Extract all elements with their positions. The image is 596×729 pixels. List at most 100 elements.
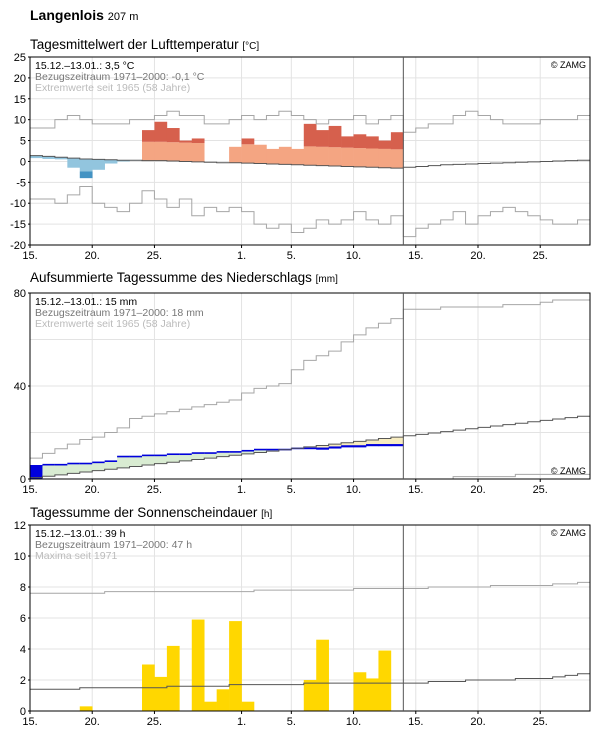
temp-bar-above: [278, 146, 292, 165]
temp-bar-above-extreme: [154, 121, 168, 142]
temp-xtick-label: 25.: [533, 250, 548, 262]
sun-bar: [216, 689, 230, 711]
sun-ytick-label: 2: [20, 675, 26, 687]
sun-ytick-label: 10: [14, 551, 26, 563]
temp-legend-2: Extremwerte seit 1965 (58 Jahre): [35, 82, 190, 94]
sun-bar: [229, 621, 242, 711]
precip-surplus-light-bar: [129, 455, 143, 467]
temp-bar-above: [179, 142, 193, 162]
sun-xtick-label: 5.: [287, 716, 296, 728]
temperature-panel-title: Tagesmittelwert der Lufttemperatur [°C]: [30, 37, 259, 52]
sun-bar: [191, 619, 205, 711]
sun-ytick-label: 6: [20, 613, 26, 625]
precip-observed-step: [366, 444, 379, 446]
sun-bar: [79, 706, 93, 711]
temp-bar-below: [54, 157, 68, 160]
precip-reference-line: [30, 415, 590, 479]
precip-observed-step: [142, 454, 155, 457]
precip-ytick-label: 40: [14, 381, 26, 393]
temp-legend-0: 15.12.–13.01.: 3,5 °C: [35, 60, 135, 72]
precip-observed-step: [353, 445, 367, 447]
precip-xtick-label: 15.: [408, 484, 423, 496]
temperature-title: Tagesmittelwert der Lufttemperatur: [30, 37, 239, 52]
precip-deficit-light-bar: [378, 438, 392, 445]
precip-deficit-light-bar: [353, 441, 367, 446]
precip-extreme-max-line: [30, 299, 590, 459]
station-name: Langenlois: [30, 7, 104, 23]
precip-surplus-light-bar: [117, 455, 130, 468]
precip-observed-step: [92, 461, 105, 464]
station-header: Langenlois 207 m: [30, 7, 138, 23]
temp-bar-above: [166, 142, 180, 162]
precip-surplus-light-bar: [229, 451, 242, 456]
precip-xtick-label: 15.: [22, 484, 37, 496]
temp-bar-below: [79, 158, 93, 172]
temp-bar-above: [328, 147, 342, 167]
precip-xtick-label: 10.: [346, 484, 361, 496]
precip-legend-2: Extremwerte seit 1965 (58 Jahre): [35, 318, 190, 330]
temp-bar-above: [154, 141, 168, 161]
precip-surplus-light-bar: [204, 452, 217, 459]
temp-bar-below: [42, 156, 56, 159]
station-altitude: 207 m: [107, 11, 139, 23]
temp-bar-above-extreme: [390, 132, 404, 150]
precip-observed-step: [154, 454, 168, 457]
precip-surplus-light-bar: [92, 461, 105, 471]
precip-surplus-light-bar: [104, 460, 118, 470]
precip-surplus-light-bar: [254, 448, 267, 453]
sun-legend-2: Maxima seit 1971: [35, 550, 117, 562]
temp-bar-above-extreme: [378, 140, 392, 149]
precipitation-panel-title: Aufsummierte Tagessumme des Niederschlag…: [30, 270, 338, 285]
precip-observed-step: [117, 455, 130, 458]
temp-ytick-label: -15: [10, 219, 26, 231]
precip-observed-step: [191, 452, 205, 454]
temp-ytick-label: 20: [14, 73, 26, 85]
sun-legend-1: Bezugszeitraum 1971–2000: 47 h: [35, 539, 192, 551]
sun-xtick-label: 15.: [22, 716, 37, 728]
temp-bar-above-extreme: [191, 138, 205, 144]
precip-observed-step: [79, 462, 93, 465]
sun-bar: [303, 680, 317, 711]
sun-xtick-label: 20.: [85, 716, 100, 728]
precip-observed-step: [378, 444, 392, 446]
temp-reference-line: [30, 155, 590, 169]
sun-bar: [154, 676, 168, 711]
precip-surplus-light-bar: [54, 463, 68, 475]
temp-bar-above: [353, 148, 367, 167]
temp-xtick-label: 15.: [22, 250, 37, 262]
sun-xtick-label: 20.: [470, 716, 485, 728]
temp-extreme-min-line: [30, 186, 590, 238]
precip-observed-step: [216, 451, 230, 453]
precip-surplus-light-bar: [67, 462, 81, 474]
temp-bar-above-extreme: [341, 136, 354, 148]
sun-xtick-label: 1.: [237, 716, 246, 728]
precip-observed-step: [303, 447, 317, 450]
precip-surplus-light-bar: [216, 451, 230, 457]
temp-bar-above-extreme: [366, 136, 379, 149]
sun-ytick-label: 12: [14, 520, 26, 532]
temp-bar-below: [104, 159, 118, 164]
temp-xtick-label: 15.: [408, 250, 423, 262]
temp-ytick-label: 0: [20, 156, 26, 168]
sun-xtick-label: 10.: [346, 716, 361, 728]
precip-xtick-label: 5.: [287, 484, 296, 496]
sun-xtick-label: 15.: [408, 716, 423, 728]
temp-bar-below: [92, 159, 105, 170]
temp-bar-below-extreme: [79, 171, 93, 179]
temp-extreme-max-line: [30, 110, 590, 133]
temp-bar-above: [303, 146, 317, 166]
sun-ytick-label: 4: [20, 644, 26, 656]
temp-ytick-label: -10: [10, 198, 26, 210]
temp-xtick-label: 25.: [147, 250, 162, 262]
temp-xtick-label: 20.: [470, 250, 485, 262]
sunshine-panel-title: Tagessumme der Sonnenscheindauer [h]: [30, 505, 272, 520]
precip-observed-step: [254, 448, 267, 451]
temp-bar-below: [67, 158, 81, 168]
sun-reference-line: [30, 673, 590, 690]
precip-legend-0: 15.12.–13.01.: 15 mm: [35, 296, 137, 308]
precip-surplus-light-bar: [241, 449, 255, 454]
temp-bar-above: [241, 144, 255, 164]
precip-surplus-light-bar: [191, 452, 205, 460]
temp-bar-above: [378, 148, 392, 168]
temperature-unit: [°C]: [242, 41, 260, 52]
